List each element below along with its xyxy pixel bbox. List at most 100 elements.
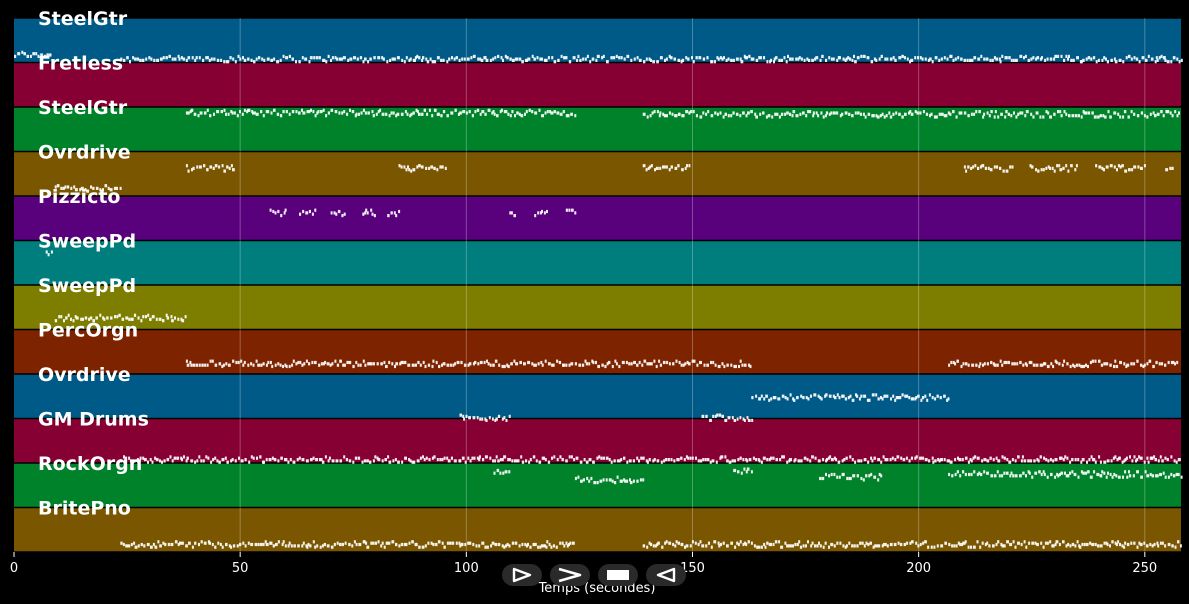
- x-tick-label: 150: [680, 561, 705, 576]
- note: [624, 479, 627, 483]
- note: [308, 209, 311, 214]
- note: [846, 476, 849, 481]
- note: [198, 56, 201, 60]
- note: [353, 540, 356, 544]
- note: [1014, 545, 1017, 549]
- note: [822, 115, 825, 119]
- note: [191, 168, 193, 172]
- note: [267, 360, 270, 365]
- note: [181, 458, 183, 462]
- note: [830, 542, 834, 547]
- note: [1109, 472, 1112, 477]
- note: [571, 208, 574, 212]
- note: [1138, 455, 1141, 459]
- note: [841, 112, 844, 116]
- note: [950, 54, 953, 58]
- note: [1028, 541, 1031, 545]
- note: [705, 414, 708, 418]
- note: [418, 112, 421, 116]
- note: [1085, 542, 1089, 547]
- note: [303, 362, 306, 366]
- note: [436, 56, 440, 60]
- note: [620, 458, 623, 462]
- note: [826, 458, 828, 462]
- note-cluster: [642, 110, 1180, 119]
- note: [1123, 110, 1127, 114]
- fast-forward-button[interactable]: [550, 564, 590, 586]
- note: [931, 396, 934, 400]
- note: [242, 541, 245, 545]
- note: [999, 60, 1002, 64]
- note: [521, 460, 525, 464]
- note-cluster: [387, 209, 401, 218]
- note: [754, 112, 757, 116]
- note: [433, 455, 436, 459]
- note: [146, 542, 150, 547]
- note: [501, 417, 504, 421]
- note: [973, 470, 976, 474]
- note: [318, 363, 321, 367]
- note: [937, 458, 940, 462]
- play-button[interactable]: [502, 564, 542, 586]
- note: [302, 209, 305, 214]
- note: [576, 58, 579, 62]
- note: [560, 54, 563, 58]
- note: [626, 479, 629, 483]
- note: [660, 460, 663, 464]
- note: [178, 57, 181, 61]
- note: [1034, 471, 1038, 475]
- note: [126, 56, 129, 60]
- note: [569, 541, 572, 545]
- note: [731, 459, 734, 463]
- note: [905, 456, 908, 460]
- note: [345, 458, 348, 462]
- note: [981, 164, 985, 168]
- note: [210, 57, 213, 61]
- note: [371, 212, 374, 216]
- note: [633, 57, 636, 61]
- note: [1006, 458, 1009, 462]
- stop-button[interactable]: [598, 564, 638, 586]
- note: [206, 363, 209, 367]
- note: [1151, 456, 1154, 460]
- note: [941, 458, 943, 462]
- note: [191, 56, 194, 60]
- note: [990, 360, 993, 365]
- note: [277, 459, 280, 463]
- note: [1178, 60, 1181, 64]
- note: [835, 111, 839, 115]
- note: [736, 541, 739, 545]
- note: [642, 478, 645, 482]
- note: [202, 459, 205, 463]
- note: [503, 455, 507, 459]
- note: [639, 478, 642, 482]
- note: [591, 57, 595, 61]
- note: [890, 397, 892, 401]
- note: [524, 542, 527, 547]
- note: [645, 168, 648, 172]
- rewind-button[interactable]: [646, 564, 686, 586]
- note: [1082, 58, 1085, 62]
- note: [225, 60, 228, 64]
- note: [322, 58, 325, 62]
- note: [866, 56, 870, 60]
- note: [167, 542, 170, 547]
- note: [218, 460, 221, 464]
- note: [461, 456, 465, 460]
- note: [319, 545, 322, 549]
- note-cluster: [120, 54, 1183, 64]
- note: [513, 359, 516, 363]
- note: [740, 471, 743, 475]
- note: [1117, 475, 1121, 479]
- note: [181, 319, 185, 323]
- track-background: [14, 285, 1181, 329]
- note: [451, 56, 453, 60]
- note: [751, 396, 754, 400]
- note: [80, 317, 83, 321]
- note: [1038, 470, 1041, 474]
- note: [518, 544, 521, 548]
- note: [919, 456, 923, 460]
- note: [1067, 542, 1070, 547]
- note: [342, 363, 345, 367]
- note: [915, 396, 918, 400]
